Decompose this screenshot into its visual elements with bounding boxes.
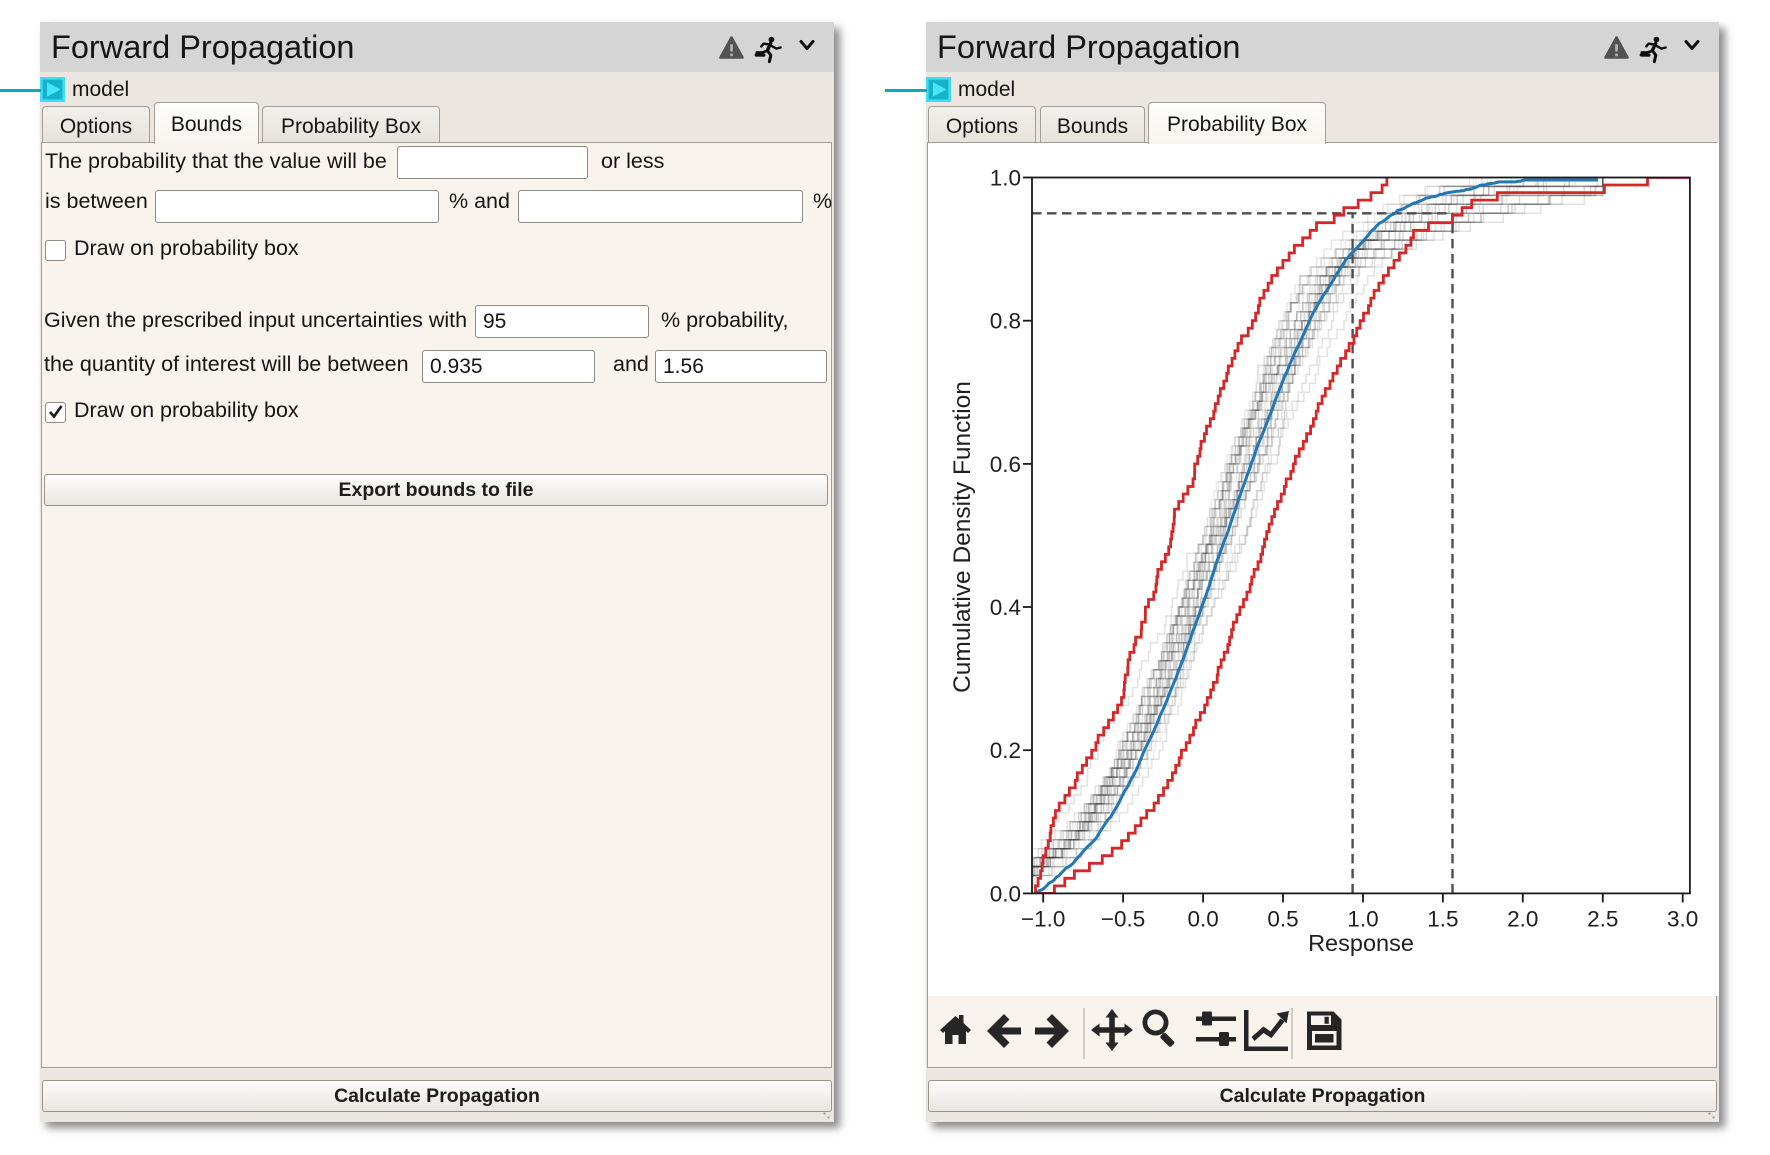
svg-text:0.2: 0.2 xyxy=(990,738,1021,763)
svg-text:2.0: 2.0 xyxy=(1507,906,1538,931)
svg-text:0.8: 0.8 xyxy=(990,309,1021,334)
svg-text:0.5: 0.5 xyxy=(1267,906,1298,931)
svg-text:0.4: 0.4 xyxy=(990,595,1021,620)
svg-text:Cumulative Density Function: Cumulative Density Function xyxy=(949,381,976,693)
svg-text:0.6: 0.6 xyxy=(990,452,1021,477)
svg-text:0.0: 0.0 xyxy=(1187,906,1218,931)
svg-text:0.0: 0.0 xyxy=(990,881,1021,906)
svg-text:1.0: 1.0 xyxy=(990,166,1021,191)
svg-text:−0.5: −0.5 xyxy=(1101,906,1145,931)
svg-text:−1.0: −1.0 xyxy=(1021,906,1065,931)
svg-text:3.0: 3.0 xyxy=(1667,906,1698,931)
svg-text:1.5: 1.5 xyxy=(1427,906,1458,931)
svg-text:2.5: 2.5 xyxy=(1587,906,1618,931)
svg-text:1.0: 1.0 xyxy=(1347,906,1378,931)
svg-text:Response: Response xyxy=(1308,930,1414,956)
